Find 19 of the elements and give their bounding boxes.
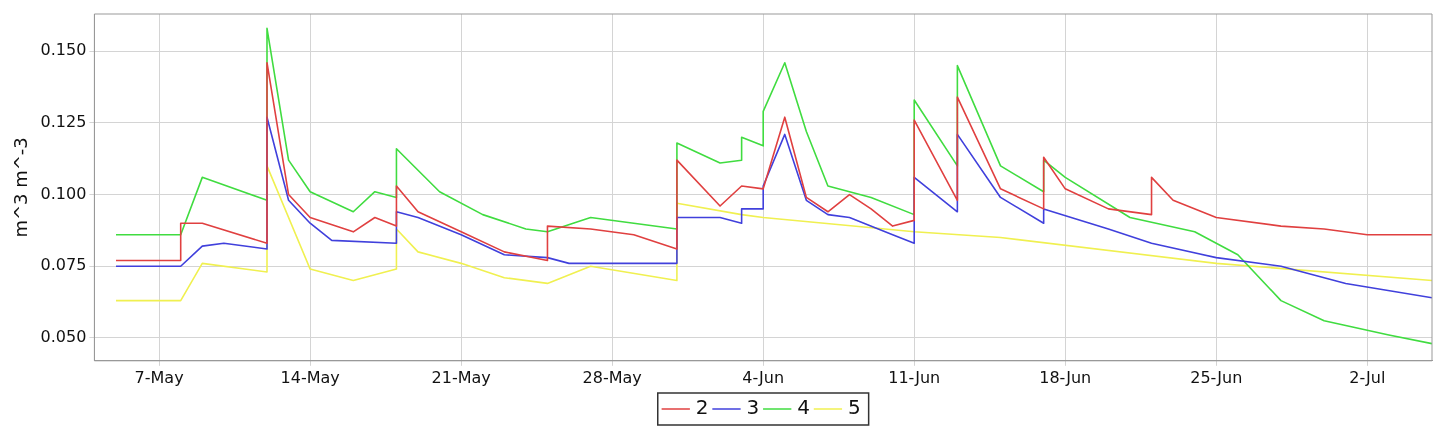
x-tick-label: 7-May xyxy=(134,367,184,387)
y-tick-label: 0.125 xyxy=(40,112,87,132)
legend-label: 4 xyxy=(797,395,810,420)
x-tick-label: 2-Jul xyxy=(1349,367,1386,387)
y-tick-label: 0.050 xyxy=(40,327,87,347)
legend-label: 5 xyxy=(847,395,861,420)
x-tick-label: 21-May xyxy=(431,367,491,387)
x-tick-label: 11-Jun xyxy=(888,367,941,387)
legend-label: 3 xyxy=(746,395,760,420)
y-tick-label: 0.100 xyxy=(40,183,87,203)
y-axis-title: m^3 m^-3 xyxy=(10,137,32,238)
x-tick-label: 4-Jun xyxy=(742,367,785,387)
y-tick-label: 0.150 xyxy=(40,40,87,60)
x-tick-label: 28-May xyxy=(582,367,642,387)
legend-label: 2 xyxy=(695,395,709,420)
x-tick-label: 18-Jun xyxy=(1039,367,1092,387)
x-tick-label: 25-Jun xyxy=(1190,367,1243,387)
x-tick-label: 14-May xyxy=(280,367,340,387)
y-tick-label: 0.075 xyxy=(40,255,87,275)
